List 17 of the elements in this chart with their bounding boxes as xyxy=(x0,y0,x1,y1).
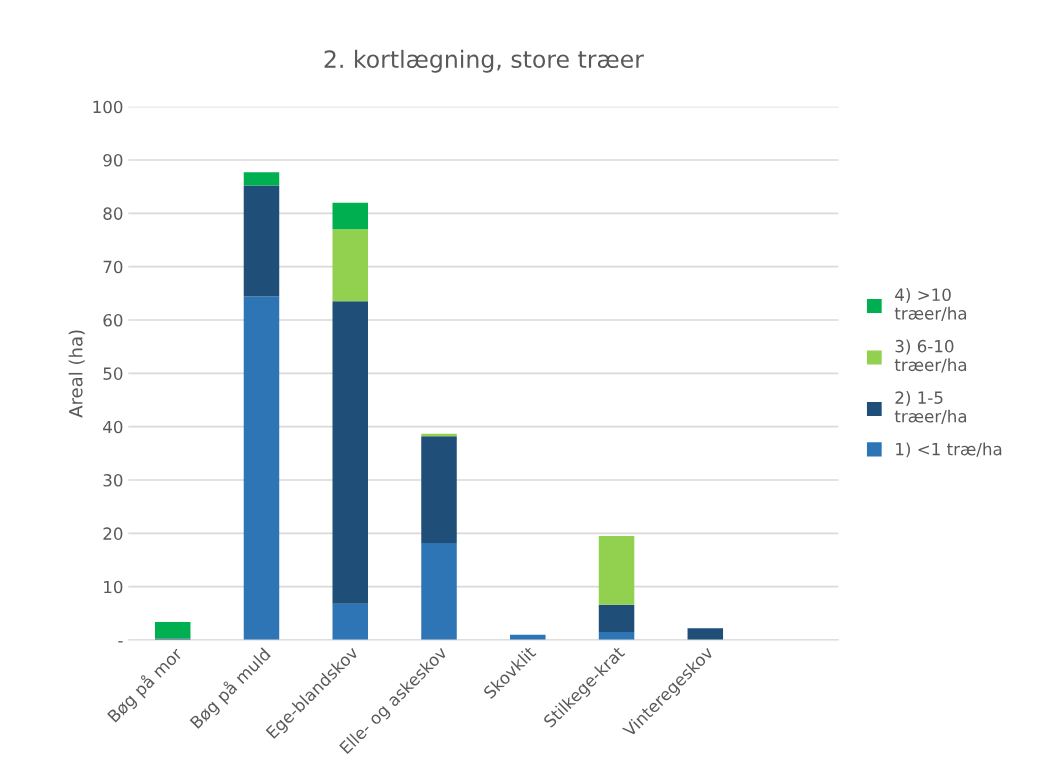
y-tick-label: 90 xyxy=(103,153,123,167)
y-tick-label: 30 xyxy=(103,474,123,487)
legend-label: 1) <1 træ/ha xyxy=(896,442,1002,458)
legend-label: 4) >10 træer/ha xyxy=(894,288,967,321)
y-tick-label: 20 xyxy=(103,527,123,540)
y-tick-label: - xyxy=(118,641,123,643)
y-tick-label: 100 xyxy=(93,100,123,114)
chart-title: 2. kortlægning, store træer xyxy=(324,49,644,73)
legend-label: 2) 1-5 træer/ha xyxy=(894,391,967,424)
y-tick-label: 40 xyxy=(103,420,123,434)
y-tick-label: 10 xyxy=(104,580,123,594)
y-tick-label: 70 xyxy=(103,260,123,274)
y-tick-label: 60 xyxy=(103,313,123,327)
legend-label: 3) 6-10 træer/ha xyxy=(894,339,967,373)
y-tick-label: 80 xyxy=(103,207,123,220)
y-tick-label: 50 xyxy=(103,367,123,380)
y-axis-title: Areal (ha) xyxy=(68,330,85,418)
